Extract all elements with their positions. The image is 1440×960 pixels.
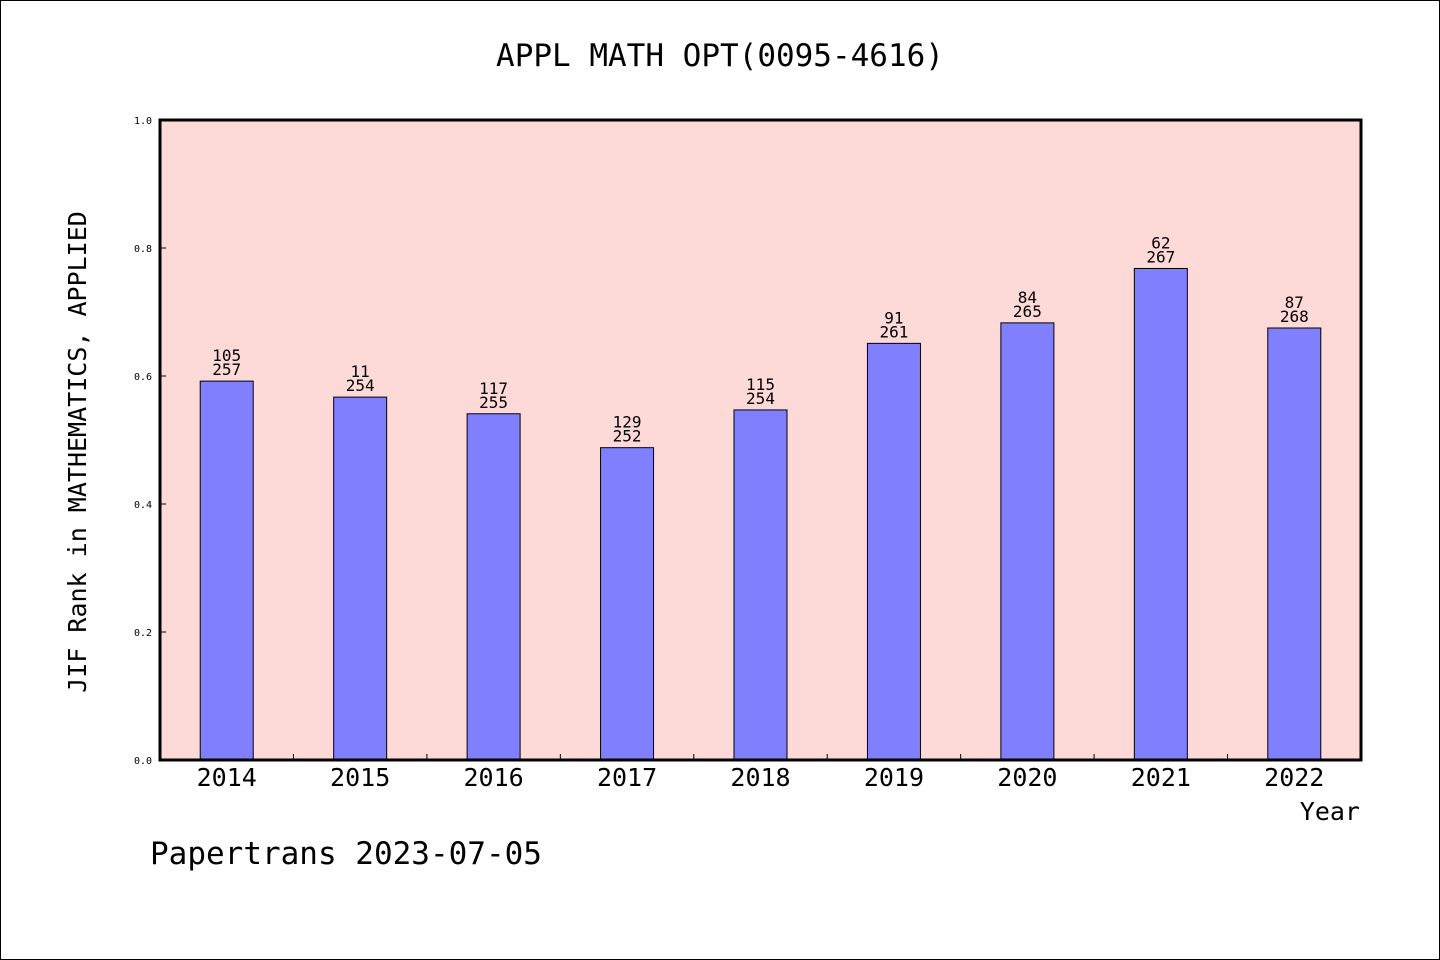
plot-border — [158, 118, 1363, 762]
y-tick-label: 0.0 — [134, 756, 152, 767]
x-tick-label: 2020 — [997, 763, 1057, 792]
total-label: 254 — [346, 376, 375, 395]
rank-label: 62 — [1151, 233, 1170, 252]
bar-2019 — [866, 342, 921, 761]
bar-2014 — [199, 380, 254, 761]
total-label: 265 — [1013, 302, 1042, 321]
x-tick-label: 2022 — [1264, 763, 1324, 792]
rank-label: 84 — [1018, 288, 1037, 307]
total-label: 257 — [212, 360, 241, 379]
x-tick-label: 2014 — [197, 763, 257, 792]
x-tick-label: 2019 — [864, 763, 924, 792]
rank-label: 115 — [746, 375, 775, 394]
rank-label: 105 — [212, 346, 241, 365]
bars-group — [199, 267, 1322, 761]
y-axis-label: JIF Rank in MATHEMATICS, APPLIED — [63, 211, 92, 693]
bar-2017 — [600, 447, 655, 761]
rank-label: 11 — [351, 362, 370, 381]
bar-2018 — [733, 409, 788, 761]
x-tick-label: 2018 — [730, 763, 790, 792]
y-tick-label: 0.6 — [134, 372, 152, 383]
x-tick-label: 2017 — [597, 763, 657, 792]
x-axis-label: Year — [1300, 797, 1360, 826]
x-tick-label: 2015 — [330, 763, 390, 792]
total-label: 261 — [879, 322, 908, 341]
y-tick-label: 0.4 — [134, 500, 152, 511]
total-label: 268 — [1280, 307, 1309, 326]
rank-label: 129 — [613, 413, 642, 432]
rank-label: 91 — [884, 308, 903, 327]
bar-2015 — [333, 396, 388, 761]
y-tick-label: 1.0 — [134, 116, 152, 127]
total-label: 267 — [1146, 247, 1175, 266]
total-label: 254 — [746, 389, 775, 408]
x-tick-label: 2021 — [1131, 763, 1191, 792]
x-tick-label: 2016 — [464, 763, 524, 792]
total-label: 252 — [613, 427, 642, 446]
ticks-group: 0.0 0.2 0.4 0.6 0.8 1.0 2014 2015 2016 2017 2018 20… — [134, 116, 1324, 792]
total-label: 255 — [479, 393, 508, 412]
y-tick-label: 0.8 — [134, 244, 152, 255]
bar-2016 — [466, 413, 521, 761]
bar-2021 — [1133, 267, 1188, 761]
bar-2022 — [1267, 327, 1322, 761]
source-footer: Papertrans 2023-07-05 — [150, 836, 542, 872]
chart-title: APPL MATH OPT(0095-4616) — [496, 38, 944, 74]
bar-2020 — [1000, 322, 1055, 761]
rank-label: 87 — [1285, 293, 1304, 312]
y-tick-label: 0.2 — [134, 628, 152, 639]
rank-label: 117 — [479, 379, 508, 398]
